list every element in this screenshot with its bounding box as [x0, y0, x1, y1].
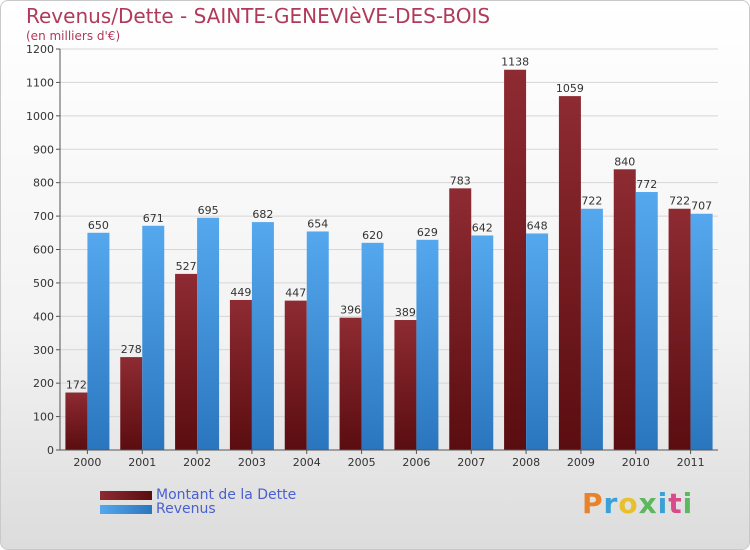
data-label: 682	[252, 208, 273, 221]
legend-label-revenus: Revenus	[156, 501, 216, 517]
y-tick-label: 1000	[26, 110, 54, 123]
data-label: 1138	[501, 56, 529, 69]
bar-dette	[229, 299, 252, 450]
bar-revenus	[87, 232, 110, 450]
logo-letter: x	[638, 487, 658, 520]
bar-dette	[449, 188, 472, 450]
bar-dette	[339, 317, 362, 450]
x-tick-label: 2000	[73, 456, 101, 469]
bar-dette	[668, 208, 691, 450]
bar-dette	[175, 273, 198, 450]
legend-swatch-revenus	[100, 504, 152, 514]
data-label: 620	[362, 229, 383, 242]
data-label: 642	[472, 221, 493, 234]
bar-revenus	[635, 192, 658, 451]
x-tick-label: 2005	[348, 456, 376, 469]
logo-letter: i	[657, 487, 669, 520]
data-label: 389	[395, 306, 416, 319]
y-tick-label: 700	[33, 210, 54, 223]
data-label: 783	[450, 174, 471, 187]
y-tick-label: 200	[33, 377, 54, 390]
data-label: 648	[527, 219, 548, 232]
y-tick-label: 400	[33, 310, 54, 323]
data-label: 707	[691, 200, 712, 213]
x-tick-label: 2010	[622, 456, 650, 469]
data-label: 396	[340, 304, 361, 317]
bar-dette	[394, 320, 417, 450]
x-tick-label: 2006	[402, 456, 430, 469]
bar-dette	[120, 357, 143, 450]
legend-label-debt: Montant de la Dette	[156, 487, 297, 503]
logo-letter: t	[668, 487, 683, 520]
data-label: 527	[176, 260, 197, 273]
data-label: 449	[230, 286, 251, 299]
y-tick-label: 0	[47, 444, 54, 457]
bar-dette	[284, 300, 307, 450]
data-label: 695	[198, 204, 219, 217]
data-label: 654	[307, 217, 328, 230]
x-tick-label: 2002	[183, 456, 211, 469]
bar-revenus	[471, 235, 494, 450]
data-label: 772	[636, 178, 657, 191]
data-label: 722	[669, 195, 690, 208]
bar-revenus	[197, 217, 220, 450]
x-tick-label: 2011	[677, 456, 705, 469]
y-tick-label: 300	[33, 344, 54, 357]
bar-revenus	[580, 208, 603, 450]
x-tick-label: 2003	[238, 456, 266, 469]
bar-dette	[558, 96, 581, 451]
y-tick-label: 900	[33, 143, 54, 156]
bar-dette	[613, 169, 636, 451]
logo-letter: o	[618, 487, 639, 520]
bar-revenus	[416, 239, 439, 450]
x-tick-label: 2008	[512, 456, 540, 469]
y-tick-label: 100	[33, 411, 54, 424]
y-tick-label: 1100	[26, 76, 54, 89]
data-label: 278	[121, 343, 142, 356]
chart-subtitle: (en milliers d'€)	[26, 29, 121, 43]
y-tick-label: 1200	[26, 43, 54, 56]
x-tick-label: 2004	[293, 456, 321, 469]
x-tick-label: 2007	[457, 456, 485, 469]
x-tick-label: 2009	[567, 456, 595, 469]
x-tick-label: 2001	[128, 456, 156, 469]
data-label: 671	[143, 212, 164, 225]
bar-revenus	[142, 225, 165, 450]
data-label: 840	[614, 155, 635, 168]
bar-revenus	[526, 233, 549, 450]
data-label: 650	[88, 219, 109, 232]
data-label: 629	[417, 226, 438, 239]
logo-letter: P	[582, 487, 604, 520]
bar-dette	[65, 392, 88, 450]
bar-revenus	[251, 222, 274, 450]
bar-revenus	[306, 231, 329, 450]
bar-dette	[504, 69, 527, 451]
chart-title: Revenus/Dette - SAINTE-GENEVIèVE-DES-BOI…	[26, 4, 491, 28]
data-label: 172	[66, 379, 87, 392]
legend-swatch-debt	[100, 490, 152, 500]
data-label: 722	[581, 195, 602, 208]
y-tick-label: 600	[33, 244, 54, 257]
proxiti-logo: Proxiti	[582, 487, 693, 520]
legend-item-revenus: Revenus	[100, 501, 216, 517]
legend-item-debt: Montant de la Dette	[100, 487, 296, 503]
y-tick-label: 500	[33, 277, 54, 290]
y-tick-label: 800	[33, 177, 54, 190]
logo-letter: i	[682, 487, 694, 520]
logo-letter: r	[603, 487, 619, 520]
data-label: 1059	[556, 82, 584, 95]
bar-revenus	[361, 242, 384, 450]
bar-revenus	[690, 213, 713, 450]
data-label: 447	[285, 287, 306, 300]
